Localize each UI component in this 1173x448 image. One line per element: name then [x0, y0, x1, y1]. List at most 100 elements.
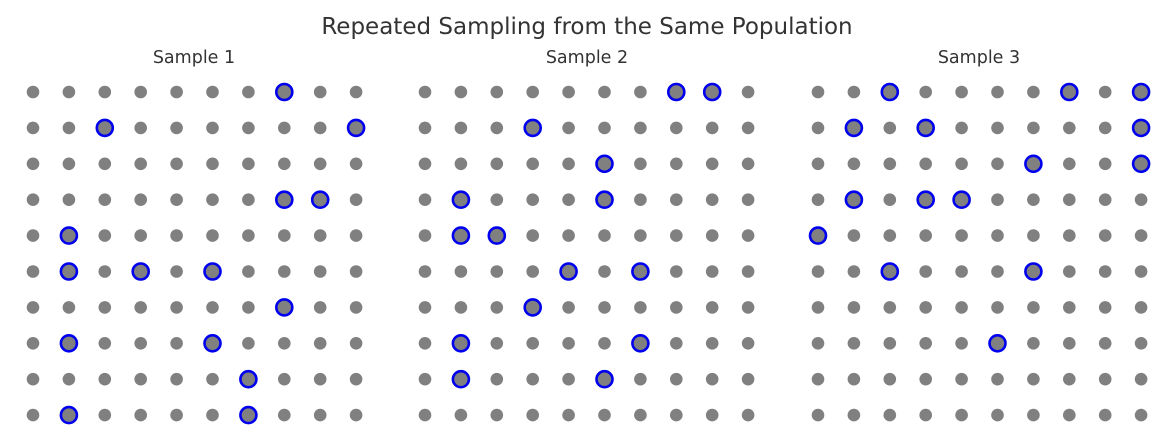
- population-point: [418, 121, 432, 135]
- population-point: [242, 301, 255, 314]
- population-point: [526, 372, 539, 386]
- population-point: [811, 408, 825, 422]
- population-point: [562, 229, 575, 242]
- population-point: [562, 408, 575, 422]
- population-point: [170, 408, 183, 422]
- population-point: [98, 372, 112, 386]
- sampled-point: [666, 82, 686, 102]
- population-point: [811, 265, 825, 278]
- population-point: [741, 337, 755, 350]
- population-point: [26, 301, 40, 314]
- population-point: [670, 265, 683, 278]
- population-point: [526, 157, 539, 171]
- population-point: [1063, 193, 1076, 206]
- sampled-point: [595, 154, 614, 174]
- population-point: [134, 301, 147, 314]
- population-point: [1063, 301, 1076, 314]
- population-point: [418, 229, 432, 242]
- sampled-point: [916, 190, 936, 209]
- population-point: [490, 301, 504, 314]
- population-point: [242, 157, 255, 171]
- population-point: [206, 193, 219, 206]
- sampled-point: [274, 82, 294, 102]
- population-point: [62, 85, 76, 99]
- population-point: [562, 193, 575, 206]
- population-point: [418, 193, 432, 206]
- population-point: [349, 229, 363, 242]
- population-point: [170, 337, 183, 350]
- population-point: [1063, 408, 1076, 422]
- sampled-point: [203, 262, 222, 281]
- sampled-point: [988, 333, 1007, 353]
- population-point: [26, 121, 40, 135]
- population-point: [1027, 193, 1040, 206]
- population-point: [598, 229, 611, 242]
- population-point: [991, 121, 1004, 135]
- sampled-point: [1131, 154, 1151, 174]
- population-point: [313, 408, 327, 422]
- population-point: [526, 229, 539, 242]
- population-point: [955, 157, 968, 171]
- population-point: [955, 229, 968, 242]
- population-point: [705, 193, 719, 206]
- panel-sample-3: Sample 3: [808, 48, 1151, 422]
- population-point: [134, 337, 147, 350]
- population-point: [313, 121, 327, 135]
- population-point: [134, 121, 147, 135]
- population-point: [741, 408, 755, 422]
- population-point: [883, 193, 897, 206]
- population-point: [883, 121, 897, 135]
- population-point: [206, 157, 219, 171]
- population-point: [278, 265, 291, 278]
- population-point: [670, 372, 683, 386]
- population-point: [670, 121, 683, 135]
- population-point: [847, 408, 861, 422]
- population-point: [1063, 157, 1076, 171]
- population-point: [134, 157, 147, 171]
- sampled-point: [239, 369, 258, 389]
- panel-title-sample-3: Sample 3: [938, 48, 1020, 68]
- population-point: [62, 372, 76, 386]
- population-point: [418, 408, 432, 422]
- population-point: [490, 157, 504, 171]
- population-point: [349, 337, 363, 350]
- population-point: [98, 337, 112, 350]
- population-point: [1134, 301, 1148, 314]
- population-point: [98, 408, 112, 422]
- population-point: [454, 85, 468, 99]
- population-point: [705, 301, 719, 314]
- population-point: [1098, 85, 1112, 99]
- population-point: [991, 193, 1004, 206]
- population-point: [26, 85, 40, 99]
- population-point: [134, 372, 147, 386]
- population-point: [490, 193, 504, 206]
- population-point: [349, 408, 363, 422]
- population-point: [170, 121, 183, 135]
- population-point: [278, 372, 291, 386]
- population-point: [741, 229, 755, 242]
- sampled-point: [523, 118, 543, 138]
- population-point: [1063, 265, 1076, 278]
- population-point: [1134, 193, 1148, 206]
- population-point: [562, 121, 575, 135]
- population-point: [1027, 85, 1040, 99]
- population-point: [526, 193, 539, 206]
- sampled-point: [131, 262, 150, 281]
- population-point: [313, 229, 327, 242]
- population-point: [1027, 408, 1040, 422]
- population-point: [955, 265, 968, 278]
- population-point: [634, 157, 647, 171]
- population-point: [62, 121, 76, 135]
- sampled-point: [451, 190, 471, 209]
- population-point: [98, 85, 112, 99]
- population-point: [418, 337, 432, 350]
- population-point: [847, 265, 861, 278]
- population-point: [598, 337, 611, 350]
- population-point: [883, 372, 897, 386]
- population-point: [562, 301, 575, 314]
- population-point: [490, 121, 504, 135]
- sampled-point: [274, 190, 294, 209]
- population-point: [98, 265, 112, 278]
- sampled-point: [952, 190, 971, 209]
- population-point: [919, 265, 932, 278]
